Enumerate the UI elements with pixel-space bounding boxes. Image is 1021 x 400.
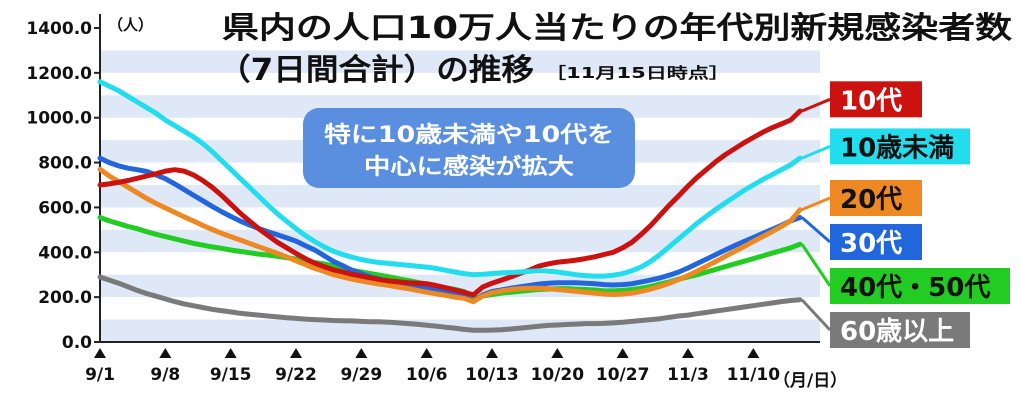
x-tick-label: 11/10 <box>727 365 781 385</box>
as-of-date: ［11月15日時点］ <box>545 64 730 82</box>
x-tick-label: 10/6 <box>406 365 448 385</box>
x-tick-marker <box>224 348 237 358</box>
x-tick-marker <box>486 348 498 358</box>
grid-band <box>100 95 820 118</box>
series-line <box>97 274 803 333</box>
legend-label: 10歳未満 <box>840 133 954 163</box>
x-tick-marker <box>94 348 106 358</box>
legend-swatch <box>830 312 970 348</box>
y-axis: 0.0 200.0 400.0 600.0 800.0 1000.0 1200.0 1400.… <box>26 14 101 353</box>
series-line <box>97 166 803 305</box>
y-tick-label: 600.0 <box>38 198 92 218</box>
x-tick-label: 9/22 <box>275 365 317 385</box>
chart-title-line2: （7日間合計）の推移 <box>218 53 534 88</box>
legend-label: 20代 <box>840 185 902 215</box>
annotation-line2: 中心に感染が拡大 <box>364 154 574 180</box>
x-tick-marker <box>551 348 564 358</box>
x-tick-label: 11/3 <box>667 365 709 385</box>
legend-label: 10代 <box>840 86 902 116</box>
x-tick-label: 9/15 <box>210 365 252 385</box>
legend-swatch <box>830 81 922 118</box>
grid-band <box>100 229 820 253</box>
legend-swatch <box>830 224 922 260</box>
legend-label: 40代・50代 <box>840 273 990 303</box>
x-tick-label: 10/27 <box>596 365 650 385</box>
x-tick-marker <box>747 348 760 358</box>
legend-label: 60歳以上 <box>840 317 954 347</box>
legend-connector <box>801 145 831 160</box>
series-line <box>97 155 803 305</box>
y-tick-label: 1000.0 <box>26 109 92 129</box>
legend-label: 30代 <box>840 229 902 259</box>
grid-band <box>100 50 820 73</box>
legend-swatch <box>830 180 922 216</box>
legend-connector <box>801 97 831 113</box>
y-tick-label: 1200.0 <box>26 64 92 84</box>
series-line <box>97 79 803 279</box>
legend-swatch <box>830 128 970 165</box>
series-line <box>97 108 803 298</box>
legend-connector <box>801 216 831 244</box>
x-tick-marker <box>159 348 172 358</box>
grid-band <box>100 185 820 208</box>
x-tick-marker <box>290 348 302 358</box>
x-axis-unit-label: （月/日） <box>773 370 847 391</box>
y-tick-label: 800.0 <box>38 154 92 174</box>
x-tick-label: 9/29 <box>340 365 382 385</box>
x-tick-label: 10/20 <box>531 365 585 385</box>
y-tick-label: 1400.0 <box>26 19 92 39</box>
annotation-line1: 特に10歳未満や10代を <box>324 122 614 148</box>
y-tick-label: 200.0 <box>38 288 92 308</box>
legend-swatch <box>830 268 1010 304</box>
x-tick-marker <box>355 348 368 358</box>
y-tick-label: 0.0 <box>62 333 92 353</box>
x-tick-label: 9/8 <box>150 365 180 385</box>
x-tick-marker <box>420 348 433 358</box>
y-tick-label: 400.0 <box>38 243 92 263</box>
chart-title-line1: 県内の人口10万人当たりの年代別新規感染者数 <box>222 11 1013 46</box>
x-tick-marker <box>616 348 629 358</box>
legend-connector <box>800 243 832 287</box>
x-axis: 9/1 9/8 9/15 9/22 9/29 10/6 10/13 10/20 10/27 11/… <box>85 341 820 385</box>
series-layer <box>97 79 803 333</box>
legend-connector <box>801 196 831 212</box>
x-tick-marker <box>682 348 694 358</box>
x-tick-label: 9/1 <box>85 365 115 385</box>
annotation-box <box>303 108 635 188</box>
x-tick-label: 10/13 <box>465 365 519 385</box>
legend: 10代 10歳未満 20代 30代 40代・50代 60歳以上 <box>800 81 1010 348</box>
annotation-callout: 特に10歳未満や10代を 中心に感染が拡大 <box>303 108 635 188</box>
legend-connector <box>800 298 832 332</box>
y-axis-unit-label: （人） <box>108 16 153 34</box>
